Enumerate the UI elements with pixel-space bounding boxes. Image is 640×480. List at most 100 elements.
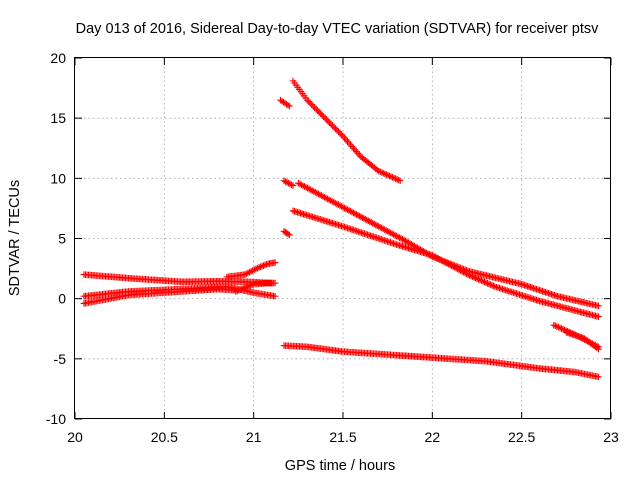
data-point [247, 268, 255, 275]
x-tick-label: 23 [603, 429, 619, 445]
data-point [470, 273, 478, 281]
data-point [394, 233, 402, 241]
grid-lines [75, 58, 611, 419]
data-point [381, 170, 389, 178]
data-point [323, 116, 330, 123]
data-point [487, 281, 494, 288]
data-point [309, 102, 317, 110]
data-point [354, 211, 362, 219]
data-point [479, 277, 487, 285]
x-tick-label: 20 [67, 429, 83, 445]
data-point [473, 275, 481, 282]
data-point [241, 284, 249, 292]
data-point [399, 236, 406, 243]
data-point [461, 269, 469, 277]
data-point [376, 168, 384, 176]
x-tick-label: 22 [425, 429, 441, 445]
data-point [244, 269, 252, 277]
data-point [454, 265, 461, 273]
data-point [595, 313, 602, 321]
chart-title: Day 013 of 2016, Sidereal Day-to-day VTE… [76, 21, 599, 37]
data-point [372, 221, 380, 229]
data-point [345, 139, 353, 147]
data-point [458, 268, 466, 275]
data-point [271, 259, 279, 266]
data-point [393, 232, 400, 240]
data-point [370, 220, 378, 228]
data-point [347, 207, 354, 215]
data-point [397, 235, 405, 242]
data-point [239, 285, 247, 292]
series-arc-a [80, 271, 275, 287]
data-point [442, 259, 450, 266]
data-point [389, 174, 396, 181]
data-point [469, 273, 476, 280]
data-point [356, 151, 363, 159]
data-point [380, 169, 387, 177]
data-point [252, 265, 260, 273]
data-point [261, 261, 269, 269]
data-point [460, 268, 467, 276]
data-point [387, 173, 395, 180]
data-point [348, 143, 356, 150]
data-point [286, 102, 293, 110]
data-point [351, 210, 359, 217]
data-point [467, 272, 475, 280]
data-point [464, 271, 472, 278]
data-point [385, 228, 393, 236]
data-point [350, 209, 357, 217]
data-point [595, 345, 602, 353]
data-point [241, 271, 249, 278]
data-point [478, 277, 485, 284]
data-point [235, 286, 243, 294]
data-point [327, 120, 335, 128]
data-point [384, 227, 391, 235]
data-point [553, 323, 561, 330]
data-point [324, 117, 332, 125]
data-point [363, 216, 371, 224]
data-point [449, 263, 457, 270]
data-point [390, 174, 398, 182]
data-point [475, 275, 482, 283]
data-point [378, 224, 386, 232]
data-point [345, 207, 353, 214]
y-axis-label: SDTVAR / TECUs [7, 180, 23, 296]
data-point [384, 171, 392, 179]
data-point [236, 286, 244, 293]
data-point [437, 256, 445, 264]
series-arc-d [223, 259, 279, 281]
data-point [593, 344, 601, 352]
data-point [282, 178, 289, 185]
data-point [250, 266, 258, 274]
y-tick-label: -10 [46, 411, 66, 427]
data-point [350, 144, 357, 152]
data-point [344, 206, 351, 213]
data-point [232, 288, 240, 295]
data-point [257, 263, 264, 271]
data-point [353, 211, 360, 218]
data-point [238, 285, 246, 293]
data-point [360, 215, 368, 222]
data-point [286, 231, 293, 239]
data-point [271, 292, 279, 300]
data-point [436, 256, 444, 263]
data-point [482, 279, 490, 286]
series-arc-j [280, 227, 293, 239]
data-point [455, 266, 463, 274]
data-point [342, 136, 350, 143]
axis-ticks [74, 57, 612, 420]
data-point [382, 227, 390, 234]
data-point [373, 222, 381, 229]
data-point [395, 176, 402, 184]
data-point [432, 253, 439, 261]
data-point [430, 252, 438, 260]
y-tick-label: 10 [50, 170, 66, 186]
data-point [381, 226, 388, 233]
y-tick-labels: -10 -5 0 5 10 15 20 [46, 50, 66, 427]
data-point [484, 279, 491, 287]
data-point [359, 214, 366, 221]
data-point [488, 281, 496, 289]
data-point [354, 149, 362, 157]
data-point [326, 119, 333, 126]
series-arc-k [289, 207, 602, 321]
